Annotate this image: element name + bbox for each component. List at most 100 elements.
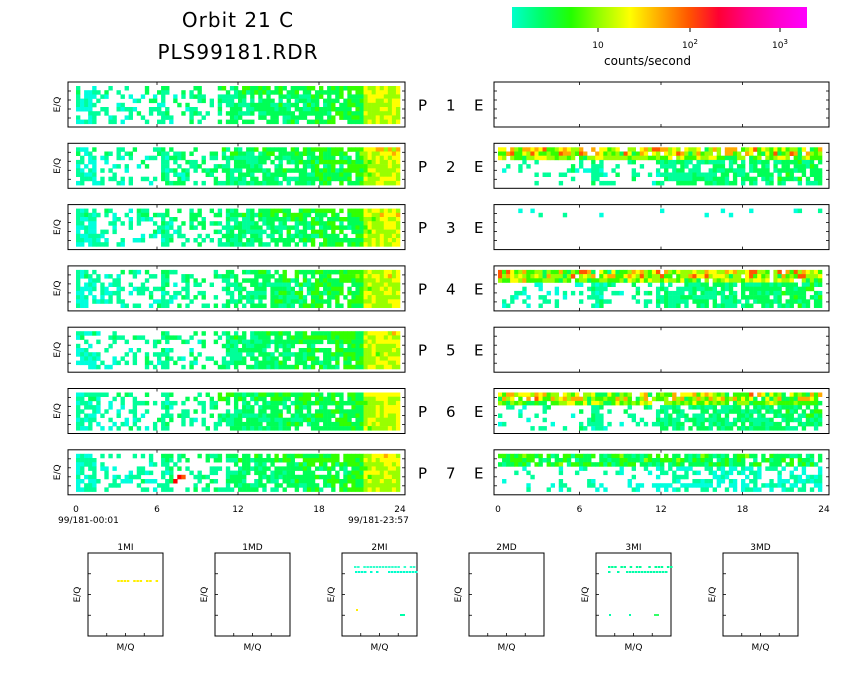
heatmap-cell	[84, 352, 89, 357]
heatmap-cell	[152, 286, 158, 292]
heatmap-cell	[201, 364, 206, 370]
heatmap-cell	[319, 474, 324, 480]
heatmap-cell	[258, 155, 263, 161]
heatmap-cell	[169, 147, 174, 152]
heatmap-cell	[76, 107, 81, 112]
heatmap-cell	[359, 229, 364, 235]
heatmap-cell	[274, 111, 279, 116]
heatmap-cell	[371, 168, 376, 173]
heatmap-cell	[797, 303, 803, 308]
heatmap-cell	[254, 417, 259, 423]
heatmap-cell	[773, 164, 778, 169]
heatmap-cell	[319, 290, 324, 296]
heatmap-cell	[676, 426, 681, 431]
heatmap-cell	[712, 286, 717, 292]
heatmap-cell	[595, 405, 600, 410]
heatmap-cell	[395, 470, 401, 476]
heatmap-cell	[225, 348, 231, 353]
heatmap-cell	[327, 474, 332, 480]
heatmap-cell	[395, 458, 401, 463]
heatmap-cell	[680, 159, 685, 165]
x-start-label: 99/181-00:01	[58, 516, 119, 526]
heatmap-cell	[587, 417, 592, 423]
heatmap-cell	[128, 225, 133, 230]
heatmap-cell	[319, 278, 324, 283]
heatmap-cell	[213, 453, 219, 459]
heatmap-cell	[391, 217, 397, 222]
heatmap-cell	[761, 417, 766, 423]
heatmap-cell	[639, 274, 645, 279]
heatmap-cell	[395, 396, 401, 402]
heatmap-cell	[363, 212, 368, 218]
heatmap-cell	[128, 470, 133, 476]
heatmap-cell	[704, 299, 709, 304]
heatmap-cell	[229, 155, 235, 161]
heatmap-cell	[343, 217, 348, 222]
heatmap-cell	[314, 299, 320, 304]
heatmap-cell	[270, 115, 275, 120]
heatmap-cell	[347, 168, 352, 173]
heatmap-cell	[599, 299, 604, 304]
heatmap-cell	[76, 421, 81, 427]
heatmap-cell	[395, 212, 401, 218]
heatmap-cell	[327, 155, 332, 161]
heatmap-cell	[213, 180, 219, 186]
heatmap-cell	[266, 102, 271, 108]
heatmap-cell	[395, 176, 401, 182]
heatmap-cell	[88, 487, 93, 492]
heatmap-cell	[579, 274, 584, 279]
heatmap-cell	[92, 225, 97, 230]
heatmap-cell	[193, 295, 198, 300]
heatmap-cell	[278, 426, 283, 431]
heatmap-cell	[741, 303, 746, 308]
heatmap-cell	[797, 168, 803, 173]
heatmap-cell	[84, 94, 89, 99]
heatmap-cell	[246, 269, 251, 275]
heatmap-cell	[258, 295, 263, 300]
heatmap-cell	[367, 168, 372, 173]
heatmap-cell	[229, 487, 235, 492]
heatmap-cell	[379, 278, 385, 283]
heatmap-cell	[323, 212, 328, 218]
heatmap-cell	[274, 400, 279, 406]
heatmap-cell	[339, 343, 344, 349]
heatmap-cell	[522, 159, 527, 165]
heatmap-cell	[327, 352, 332, 357]
heatmap-cell	[502, 396, 507, 402]
heatmap-cell	[233, 343, 239, 349]
heatmap-cell	[229, 474, 235, 480]
heatmap-cell	[704, 176, 709, 182]
heatmap-cell	[319, 400, 324, 406]
heatmap-cell	[331, 352, 336, 357]
heatmap-cell	[140, 400, 146, 406]
heatmap-cell	[323, 282, 328, 287]
heatmap-cell	[558, 278, 564, 283]
heatmap-cell	[668, 290, 673, 296]
heatmap-cell	[522, 147, 527, 152]
heatmap-cell	[514, 295, 519, 300]
heatmap-cell	[250, 348, 255, 353]
heatmap-cell	[278, 274, 283, 279]
heatmap-cell	[371, 458, 376, 463]
heatmap-cell	[88, 282, 93, 287]
heatmap-cell	[144, 352, 150, 357]
heatmap-cell	[664, 176, 669, 182]
heatmap-cell	[197, 164, 202, 169]
heatmap-cell	[331, 356, 336, 361]
heatmap-cell	[692, 405, 697, 410]
heatmap-cell	[498, 151, 503, 156]
heatmap-cell	[88, 426, 93, 431]
heatmap-cell	[704, 290, 709, 296]
heatmap-cell	[526, 147, 531, 152]
heatmap-cell	[302, 400, 308, 406]
heatmap-cell	[773, 409, 778, 414]
heatmap-cell	[765, 147, 770, 152]
heatmap-cell	[623, 155, 628, 161]
heatmap-cell	[225, 212, 231, 218]
heatmap-cell	[161, 483, 166, 488]
heatmap-cell	[765, 180, 770, 186]
heatmap-cell	[363, 233, 368, 239]
heatmap-cell	[209, 102, 214, 108]
heatmap-cell	[229, 458, 235, 463]
heatmap-cell	[570, 269, 576, 275]
